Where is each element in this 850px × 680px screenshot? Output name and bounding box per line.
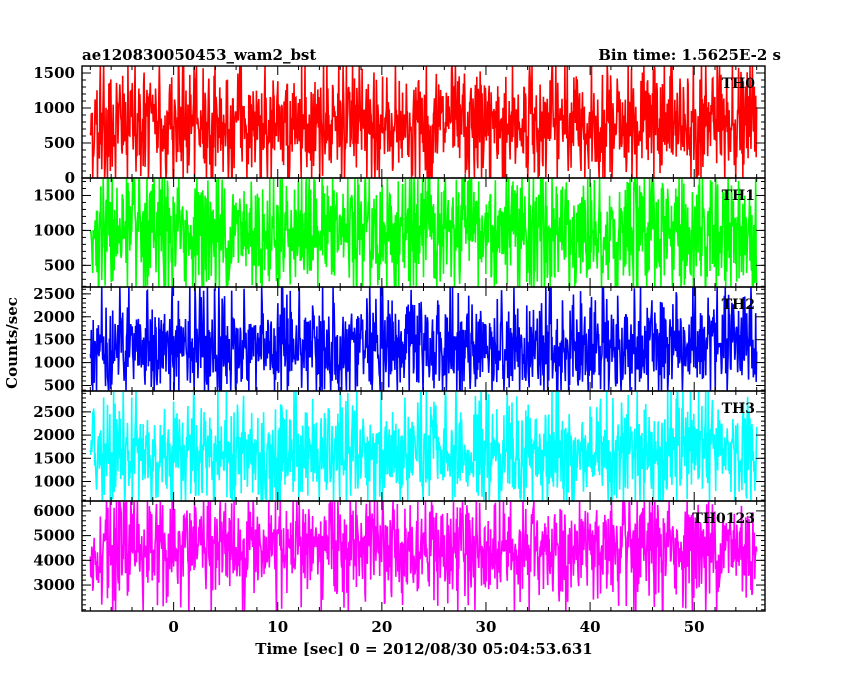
- y-tick-label: 1000: [33, 354, 75, 372]
- y-tick-label: 1500: [33, 186, 75, 204]
- y-tick-label: 3000: [33, 576, 75, 594]
- panel-th3: 1000 1500 2000 2500 TH3: [33, 390, 766, 502]
- series-trace-th1: [89, 178, 758, 287]
- panel-th0123: 3000 4000 5000 6000 TH0123: [33, 500, 766, 612]
- y-axis-label: Counts/sec: [3, 297, 21, 389]
- y-tick-label: 1000: [33, 99, 75, 117]
- panel-label-th0: TH0: [722, 76, 756, 92]
- y-tick-label: 5000: [33, 527, 75, 545]
- y-tick-label: 1000: [33, 473, 75, 491]
- panel-label-th1: TH1: [722, 188, 755, 204]
- y-tick-label: 500: [44, 256, 75, 274]
- panel-label-th3: TH3: [722, 401, 755, 417]
- y-tick-label: 6000: [33, 502, 75, 520]
- y-tick-label: 1500: [33, 64, 75, 82]
- y-tick-label: 2500: [33, 285, 75, 303]
- panel-label-th2: TH2: [722, 297, 755, 313]
- y-tick-label: 0: [65, 169, 75, 187]
- y-tick-label: 4000: [33, 551, 75, 569]
- y-tick-label: 500: [44, 134, 75, 152]
- y-tick-label: 1500: [33, 449, 75, 467]
- x-axis-label: Time [sec] 0 = 2012/08/30 05:04:53.631: [255, 640, 592, 658]
- bin-time-label: Bin time: 1.5625E-2 s: [598, 46, 781, 64]
- y-tick-label: 500: [44, 377, 75, 395]
- y-tick-label: 2500: [33, 403, 75, 421]
- series-trace-th2: [89, 287, 758, 391]
- x-tick-label: 10: [267, 618, 288, 636]
- panel-th2: 500 1000 1500 2000 2500 TH2: [33, 285, 766, 395]
- series-trace-th3: [89, 391, 758, 501]
- y-tick-label: 1500: [33, 331, 75, 349]
- panel-th1: 500 1000 1500 TH1: [33, 177, 766, 288]
- x-tick-label: 50: [684, 618, 705, 636]
- y-tick-label: 1000: [33, 221, 75, 239]
- series-trace-th0123: [89, 501, 758, 611]
- y-tick-label: 2000: [33, 426, 75, 444]
- x-tick-label: 0: [168, 618, 178, 636]
- panel-label-th0123: TH0123: [692, 511, 755, 527]
- series-trace-th0: [89, 66, 758, 178]
- x-tick-label: 20: [371, 618, 392, 636]
- chart-title: ae120830050453_wam2_bst: [82, 46, 316, 64]
- panel-th0: 0 500 1000 1500 TH0: [33, 64, 766, 187]
- x-tick-label: 30: [476, 618, 497, 636]
- x-tick-label: 40: [580, 618, 601, 636]
- y-tick-label: 2000: [33, 308, 75, 326]
